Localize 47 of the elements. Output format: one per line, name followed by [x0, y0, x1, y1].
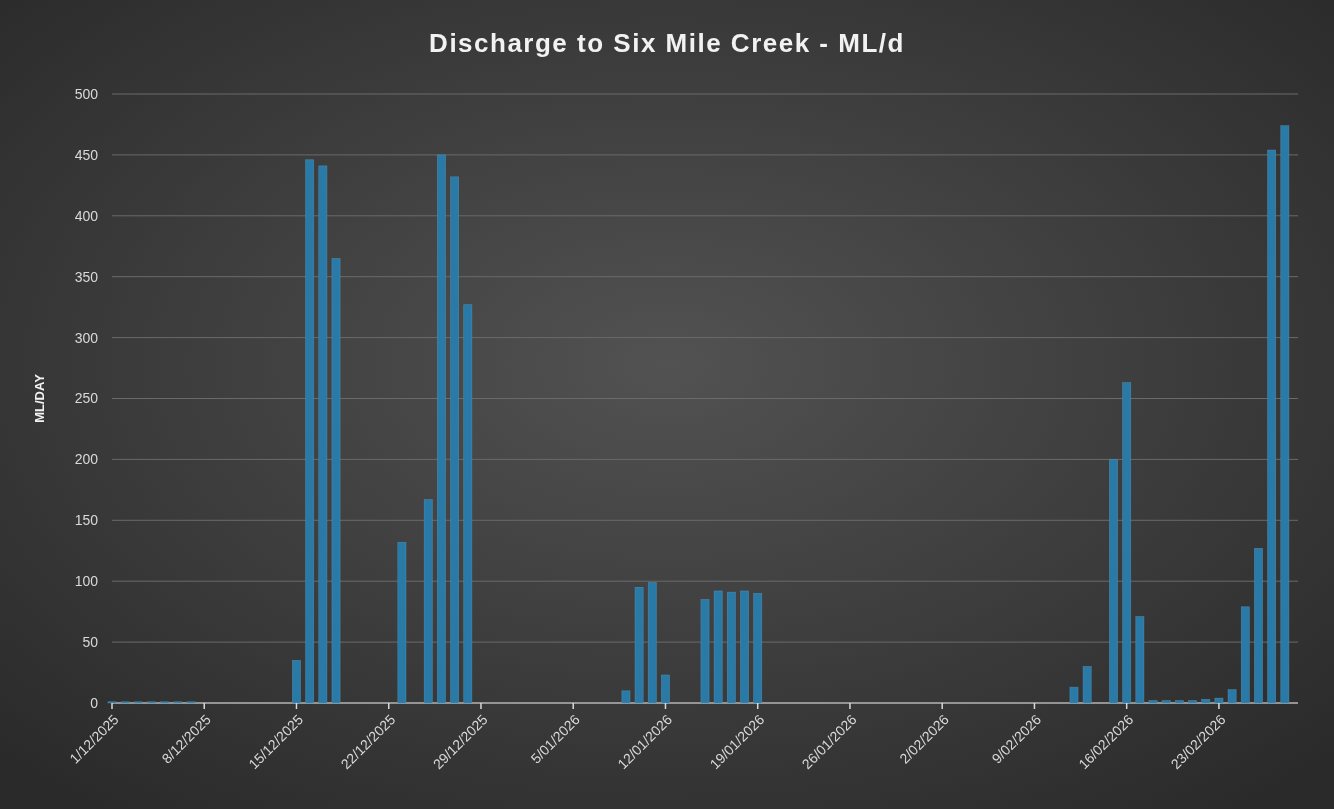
bar: [753, 593, 763, 704]
y-tick-label: 100: [74, 573, 99, 590]
bar: [1280, 125, 1290, 704]
bar: [1240, 606, 1250, 704]
bar: [1201, 699, 1211, 704]
y-axis-title: ML/DAY: [32, 373, 47, 423]
bar: [1109, 459, 1118, 704]
bar: [621, 690, 631, 704]
y-tick-label: 400: [74, 207, 99, 224]
y-tick-label: 300: [74, 329, 99, 346]
bar: [700, 599, 710, 704]
chart-title: Discharge to Six Mile Creek - ML/d: [429, 28, 905, 58]
y-tick-label: 450: [74, 146, 99, 163]
bar: [713, 590, 723, 704]
bar: [331, 258, 341, 704]
bar: [318, 165, 328, 704]
bar: [740, 590, 749, 704]
bar: [1175, 700, 1184, 704]
bar: [463, 304, 473, 704]
y-tick-label: 0: [90, 694, 99, 711]
bar: [305, 159, 315, 704]
y-tick-label: 200: [74, 451, 99, 468]
bar: [1122, 382, 1132, 704]
bar: [397, 541, 407, 704]
bar: [423, 499, 433, 704]
bar: [1267, 149, 1277, 704]
y-tick-label: 150: [74, 512, 99, 529]
bar: [634, 586, 644, 704]
y-tick-label: 500: [74, 85, 99, 102]
y-tick-label: 50: [82, 634, 99, 650]
bar: [292, 660, 301, 704]
y-tick-label: 250: [74, 390, 99, 407]
bar: [437, 154, 446, 704]
y-tick-label: 350: [74, 268, 99, 285]
bar: [1214, 697, 1224, 704]
bar: [1188, 700, 1197, 704]
bar: [1148, 700, 1158, 704]
bar: [1161, 700, 1171, 704]
bar: [661, 674, 670, 704]
bar: [1082, 666, 1092, 704]
bar: [1254, 548, 1263, 704]
bar: [647, 582, 657, 704]
bar: [1135, 616, 1145, 704]
bar: [1069, 686, 1079, 704]
bar: [1227, 689, 1237, 704]
bar: [450, 176, 460, 704]
bar: [726, 591, 736, 704]
